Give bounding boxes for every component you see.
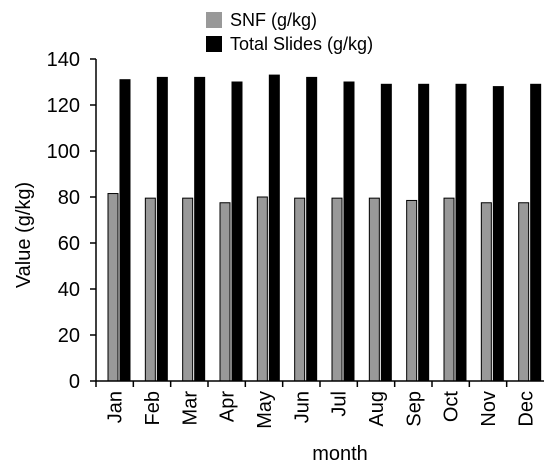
y-tick-label: 20 xyxy=(58,325,80,347)
bar-total-slides xyxy=(418,83,430,382)
y-tick-label: 60 xyxy=(58,233,80,255)
y-tick-label: 120 xyxy=(47,95,80,117)
bar-snf xyxy=(368,197,380,382)
bar-snf xyxy=(182,197,194,382)
x-axis-label: month xyxy=(312,443,368,460)
x-tick-label: Apr xyxy=(217,391,239,422)
x-tick-label: Nov xyxy=(478,391,500,427)
bar-snf xyxy=(294,197,306,382)
bar-total-slides xyxy=(380,83,392,382)
legend-item-snf: SNF (g/kg) xyxy=(206,8,373,32)
x-tick-label: Oct xyxy=(441,391,463,423)
chart-legend: SNF (g/kg) Total Slides (g/kg) xyxy=(206,8,373,56)
legend-swatch-total-slides xyxy=(206,36,222,52)
bar-snf xyxy=(256,196,268,382)
y-axis-ticks: 0 20 40 60 80 100 120 140 xyxy=(47,49,96,393)
bar-total-slides xyxy=(343,81,355,382)
bar-snf xyxy=(443,197,455,382)
y-tick-label: 0 xyxy=(69,371,80,393)
bar-total-slides xyxy=(156,76,168,382)
x-axis-ticks: Jan Feb Mar Apr May Jun Jul Aug Sep Oct Nov Dec xyxy=(95,381,537,429)
legend-swatch-snf xyxy=(206,12,222,28)
bar-total-slides xyxy=(455,83,467,382)
bar-snf xyxy=(144,197,156,382)
x-tick-label: Mar xyxy=(179,391,201,426)
bar-snf xyxy=(518,202,530,382)
y-tick-label: 40 xyxy=(58,279,80,301)
x-tick-label: Feb xyxy=(142,391,164,425)
bars-layer xyxy=(107,74,542,382)
bar-total-slides xyxy=(492,86,504,382)
x-tick-label: Sep xyxy=(403,391,425,427)
bar-snf xyxy=(331,197,343,382)
y-tick-label: 100 xyxy=(47,141,80,163)
y-axis-label: Value (g/kg) xyxy=(13,182,35,288)
bar-total-slides xyxy=(194,76,206,382)
x-tick-label: May xyxy=(254,391,276,429)
y-tick-label: 80 xyxy=(58,187,80,209)
x-tick-label: Jul xyxy=(329,391,351,417)
bar-snf xyxy=(406,199,418,382)
x-tick-label: Dec xyxy=(515,391,537,427)
bar-total-slides xyxy=(530,83,542,382)
legend-label-total-slides: Total Slides (g/kg) xyxy=(230,34,374,54)
bar-total-slides xyxy=(119,79,131,382)
legend-item-total-slides: Total Slides (g/kg) xyxy=(206,32,373,56)
x-tick-label: Jan xyxy=(105,391,127,423)
bar-total-slides xyxy=(231,81,243,382)
x-tick-label: Jun xyxy=(291,391,313,423)
y-tick-label: 140 xyxy=(47,49,80,71)
bar-snf xyxy=(219,202,231,382)
bar-total-slides xyxy=(268,74,280,382)
bar-snf xyxy=(107,193,119,382)
x-tick-label: Aug xyxy=(366,391,388,427)
legend-label-snf: SNF (g/kg) xyxy=(230,10,318,30)
bar-total-slides xyxy=(306,76,318,382)
bar-snf xyxy=(480,202,492,382)
